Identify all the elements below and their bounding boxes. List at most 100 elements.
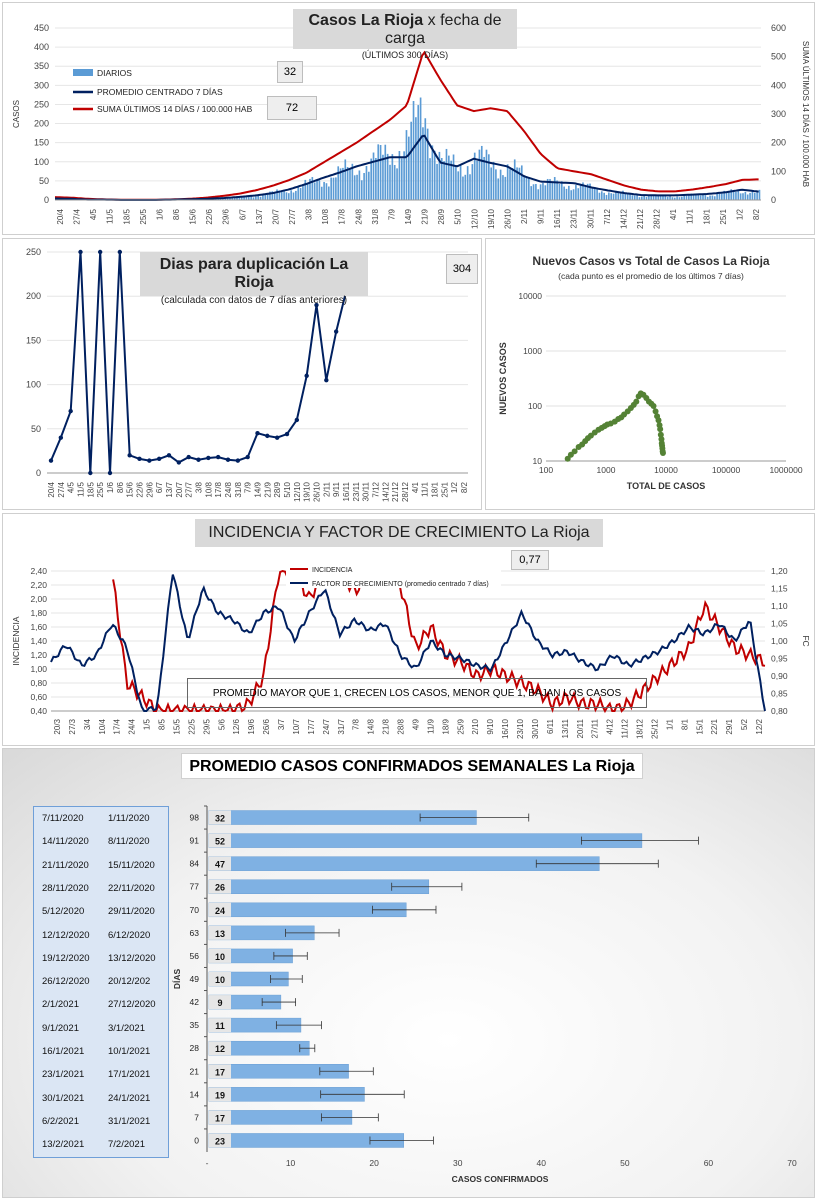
daily-bar: [280, 191, 283, 200]
duplication-point: [137, 456, 142, 462]
daily-bar: [311, 177, 314, 200]
panel2-subtitle: (calculada con datos de 7 días anteriore…: [160, 295, 348, 306]
scatter-point: [564, 455, 571, 462]
duplication-point: [107, 470, 113, 476]
x-tick-label: 29/6: [222, 208, 231, 224]
x-tick-label: 14/12: [381, 481, 390, 502]
daily-bar: [695, 194, 697, 200]
duplication-point: [176, 460, 182, 465]
x-tick-label: 28/12: [653, 208, 662, 229]
y-tick-label: 400: [34, 42, 49, 52]
daily-bar: [365, 165, 368, 200]
y2-tick-label: 0,85: [771, 689, 788, 699]
y2-tick-label: 0,90: [771, 671, 788, 681]
x-tick-label: 17/7: [307, 718, 316, 734]
x-tick-label: 14/8: [367, 718, 376, 734]
y-tick-label: 150: [26, 335, 41, 345]
daily-bar: [551, 181, 554, 200]
y-tick-label: 350: [34, 61, 49, 71]
x-tick-label: 22/6: [136, 481, 145, 497]
daily-bar: [330, 177, 332, 200]
daily-bar: [450, 160, 453, 200]
daily-bar: [386, 153, 389, 200]
duplication-point: [294, 417, 300, 423]
y-tick-label: 0,80: [30, 678, 47, 688]
x-tick-label: 16/10: [501, 718, 510, 739]
y-tick-label: 250: [34, 99, 49, 109]
daily-bar: [262, 194, 264, 200]
dates-table-start-date: 6/12/2020: [108, 929, 151, 941]
dates-table-end-date: 12/12/2020: [42, 929, 90, 941]
duplication-point: [78, 249, 83, 255]
daily-bar: [692, 194, 695, 200]
panel2-title-box: Dias para duplicación La Rioja (calculad…: [140, 252, 368, 306]
daily-bar: [509, 169, 511, 200]
x-tick-label: 20/4: [56, 208, 65, 224]
daily-bar: [666, 196, 669, 200]
daily-bar: [565, 188, 568, 200]
daily-bar: [553, 177, 556, 200]
daily-bar: [664, 195, 667, 200]
daily-bar: [429, 158, 431, 200]
daily-bar: [643, 195, 645, 200]
daily-bar: [243, 195, 245, 200]
x-tick-label: 3/4: [83, 718, 92, 730]
x-tick-label: 11/9: [426, 718, 435, 734]
x-tick-label: 1/5: [143, 718, 152, 730]
duplication-point: [255, 431, 260, 436]
y-tick-label: 1,80: [30, 608, 47, 618]
daily-bar: [563, 186, 565, 200]
daily-bar: [287, 193, 290, 200]
legend-swatch-diarios: [73, 69, 93, 76]
daily-bar: [278, 190, 281, 200]
daily-bar: [742, 193, 744, 200]
y-tick-label: 1,60: [30, 622, 47, 632]
y2-tick-label: 1,10: [771, 601, 788, 611]
daily-bar: [466, 166, 469, 200]
daily-bar: [415, 117, 417, 200]
y-tick-label: 150: [34, 138, 49, 148]
daily-bar: [744, 191, 747, 200]
dates-table-start-date: 7/2/2021: [108, 1139, 145, 1151]
x-tick-label: 29/5: [202, 718, 211, 734]
x-tick-label: 100000: [712, 465, 741, 475]
y-tick-label: 1,40: [30, 636, 47, 646]
y-tick-label: 0,60: [30, 692, 47, 702]
y-tick-label: 0: [36, 468, 41, 478]
daily-bar: [586, 183, 589, 200]
x-tick-label: 7/8: [352, 718, 361, 730]
daily-bar: [290, 190, 292, 200]
x-tick-label: 24/8: [354, 208, 363, 224]
panel1-subtitle: (ÚLTIMOS 300 DÍAS): [361, 50, 449, 60]
daily-bar: [259, 196, 262, 200]
x-tick-label: 21/12: [391, 481, 400, 502]
duplication-point: [274, 435, 280, 440]
daily-bar: [631, 195, 634, 200]
scatter-point: [652, 408, 659, 415]
daily-bar: [375, 157, 377, 200]
x-tick-label: 9/11: [537, 208, 546, 224]
daily-bar: [617, 192, 620, 200]
panel1-title-box: Casos La Rioja x fecha de carga (ÚLTIMOS…: [293, 9, 517, 60]
daily-bar: [483, 156, 485, 200]
daily-bar: [502, 175, 504, 200]
daily-bar: [589, 183, 591, 200]
daily-bar: [377, 144, 380, 200]
daily-bar: [240, 196, 243, 200]
x-tick-label: 22/1: [710, 718, 719, 734]
y-tick-label: 50: [39, 176, 49, 186]
x-tick-label: 29/6: [145, 481, 154, 497]
dates-table-end-date: 7/11/2020: [42, 813, 84, 824]
daily-bar: [603, 192, 605, 200]
daily-bar: [532, 184, 535, 200]
x-tick-label: 8/1: [680, 718, 689, 730]
y2-tick-label: 0: [771, 195, 776, 205]
x-tick-label: 30/10: [531, 718, 540, 739]
daily-bar: [438, 151, 441, 200]
y2-tick-label: 1,00: [771, 636, 788, 646]
daily-bar: [353, 175, 356, 200]
x-tick-label: 1/6: [106, 481, 115, 493]
daily-bar: [233, 197, 236, 200]
daily-bar: [735, 191, 737, 200]
daily-bar: [732, 191, 735, 200]
